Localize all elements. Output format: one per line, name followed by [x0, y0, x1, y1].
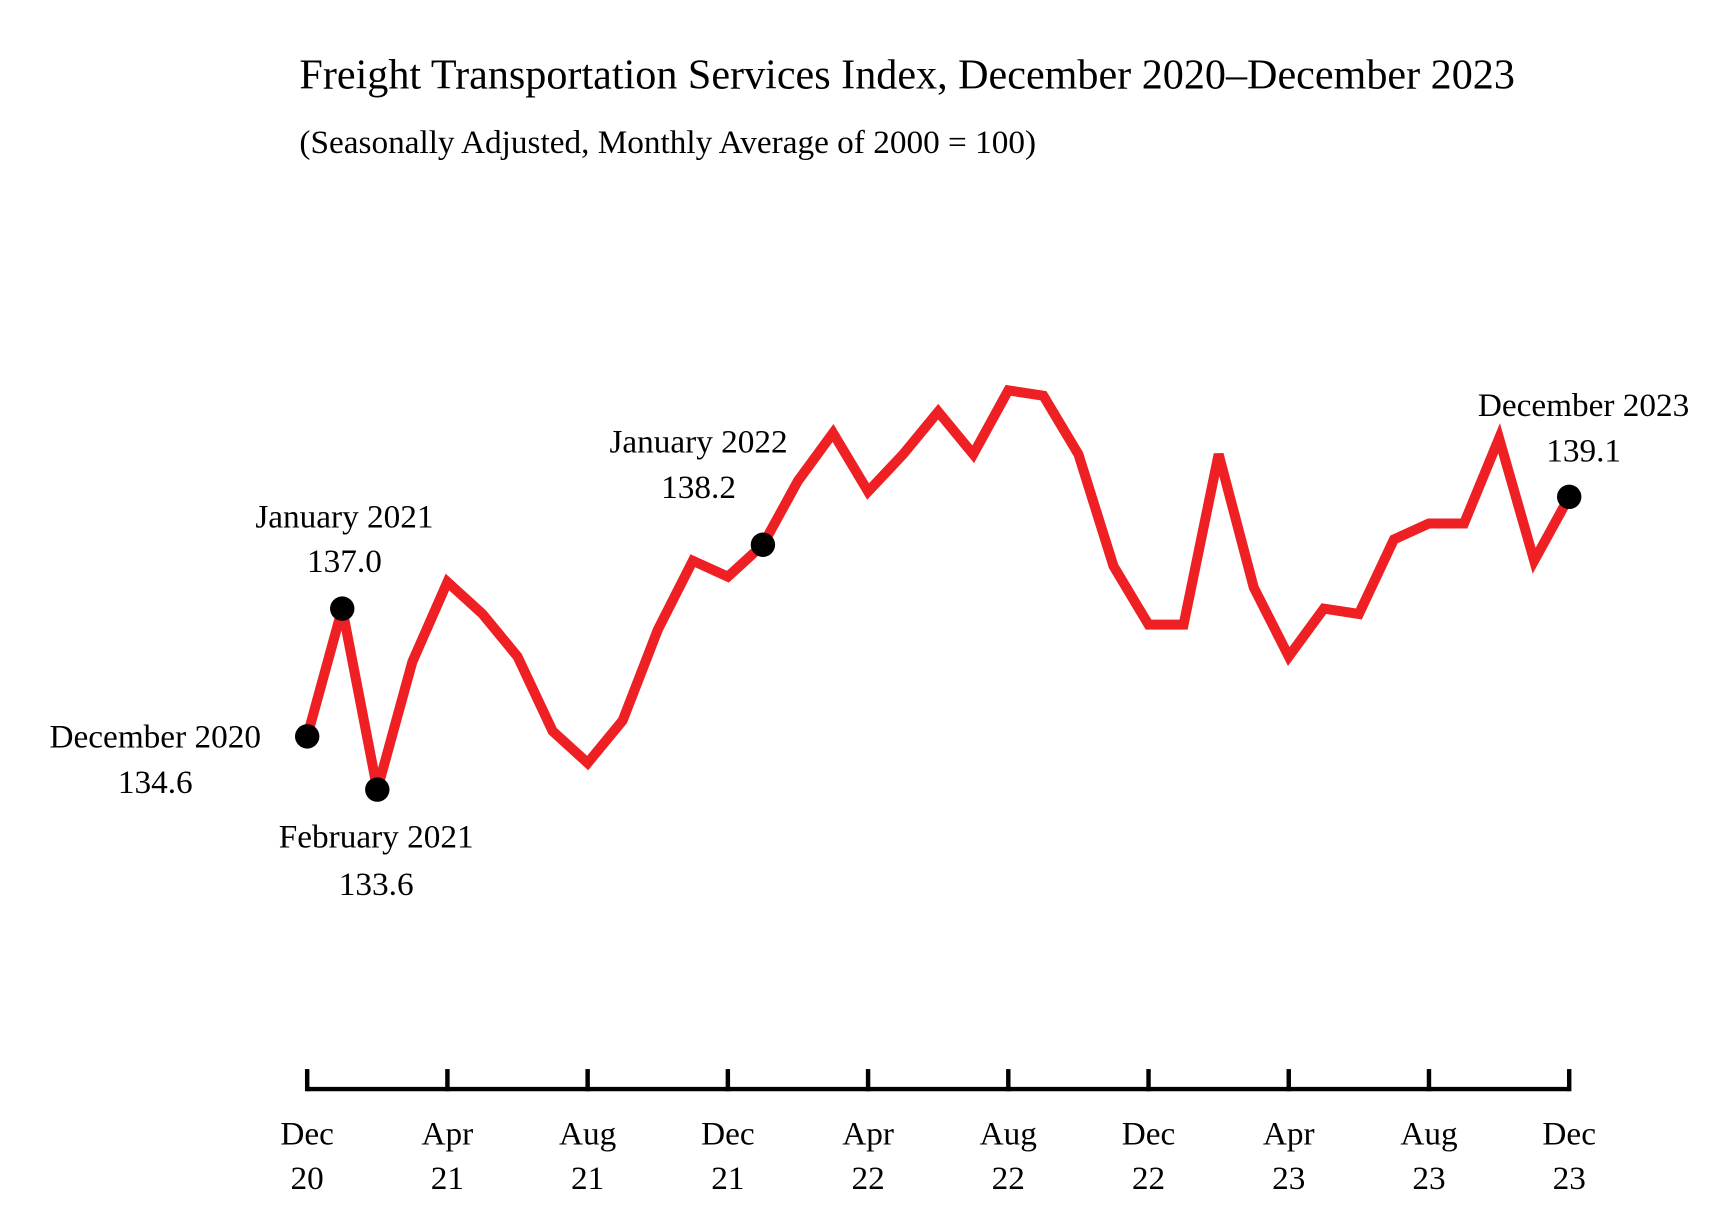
x-tick-label: Apr 23 [1263, 1115, 1315, 1196]
x-tick-label: Aug 23 [1400, 1115, 1457, 1196]
x-tick-label: Dec 20 [280, 1115, 334, 1196]
x-tick-label: Apr 21 [422, 1115, 474, 1196]
x-tick-label: Dec 22 [1122, 1115, 1176, 1196]
point-label: December 2020 [50, 718, 261, 755]
data-line [302, 384, 1574, 791]
point-label: January 2022 [609, 424, 787, 461]
x-tick-label: Apr 22 [842, 1115, 894, 1196]
point-label: February 2021 [279, 818, 474, 855]
value-label: 134.6 [118, 764, 193, 801]
chart-subtitle: (Seasonally Adjusted, Monthly Average of… [299, 124, 1036, 161]
value-label: 133.6 [339, 866, 414, 903]
point-marker [750, 532, 776, 557]
x-tick-label: Dec 23 [1542, 1115, 1596, 1196]
x-tick-label: Aug 22 [980, 1115, 1037, 1196]
point-marker [294, 724, 320, 749]
value-label: 137.0 [307, 543, 382, 580]
point-marker [330, 596, 355, 621]
value-label: 138.2 [661, 469, 736, 506]
value-label: 139.1 [1546, 432, 1621, 469]
point-label: December 2023 [1478, 387, 1689, 424]
point-label: January 2021 [255, 499, 433, 536]
point-marker [365, 777, 390, 802]
point-marker [1557, 484, 1582, 510]
chart-title: Freight Transportation Services Index, D… [299, 52, 1514, 99]
x-tick-label: Aug 21 [559, 1115, 616, 1196]
x-tick-label: Dec 21 [701, 1115, 755, 1196]
